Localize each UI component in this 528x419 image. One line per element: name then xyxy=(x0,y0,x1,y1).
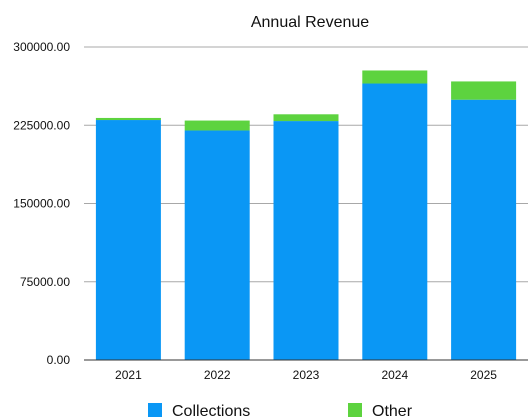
bar-other-2022 xyxy=(184,120,250,131)
legend-label-collections: Collections xyxy=(172,403,250,419)
bar-collections-2025 xyxy=(451,99,517,361)
x-tick-label: 2025 xyxy=(470,368,497,382)
legend-swatch-collections xyxy=(148,403,162,417)
x-tick-label: 2023 xyxy=(293,368,320,382)
x-tick-label: 2021 xyxy=(115,368,142,382)
legend-label-other: Other xyxy=(372,403,413,419)
legend-swatch-other xyxy=(348,403,362,417)
y-tick-label: 225000.00 xyxy=(13,118,70,132)
bar-other-2024 xyxy=(362,70,428,84)
bar-collections-2022 xyxy=(184,130,250,360)
chart-title: Annual Revenue xyxy=(251,14,369,31)
x-tick-label: 2022 xyxy=(204,368,231,382)
bars xyxy=(95,70,517,361)
legend: Collections Other xyxy=(148,403,413,419)
y-tick-label: 0.00 xyxy=(47,353,71,367)
bar-collections-2024 xyxy=(362,83,428,361)
y-tick-label: 300000.00 xyxy=(13,40,70,54)
y-tick-label: 150000.00 xyxy=(13,197,70,211)
bar-collections-2021 xyxy=(95,120,161,361)
bar-other-2023 xyxy=(273,114,339,122)
y-tick-label: 75000.00 xyxy=(20,275,70,289)
bar-other-2025 xyxy=(451,81,517,100)
axes: 0.00 75000.00 150000.00 225000.00 300000.00 2… xyxy=(13,40,528,382)
bar-collections-2023 xyxy=(273,121,339,361)
x-tick-label: 2024 xyxy=(381,368,408,382)
bar-other-2021 xyxy=(95,117,161,121)
